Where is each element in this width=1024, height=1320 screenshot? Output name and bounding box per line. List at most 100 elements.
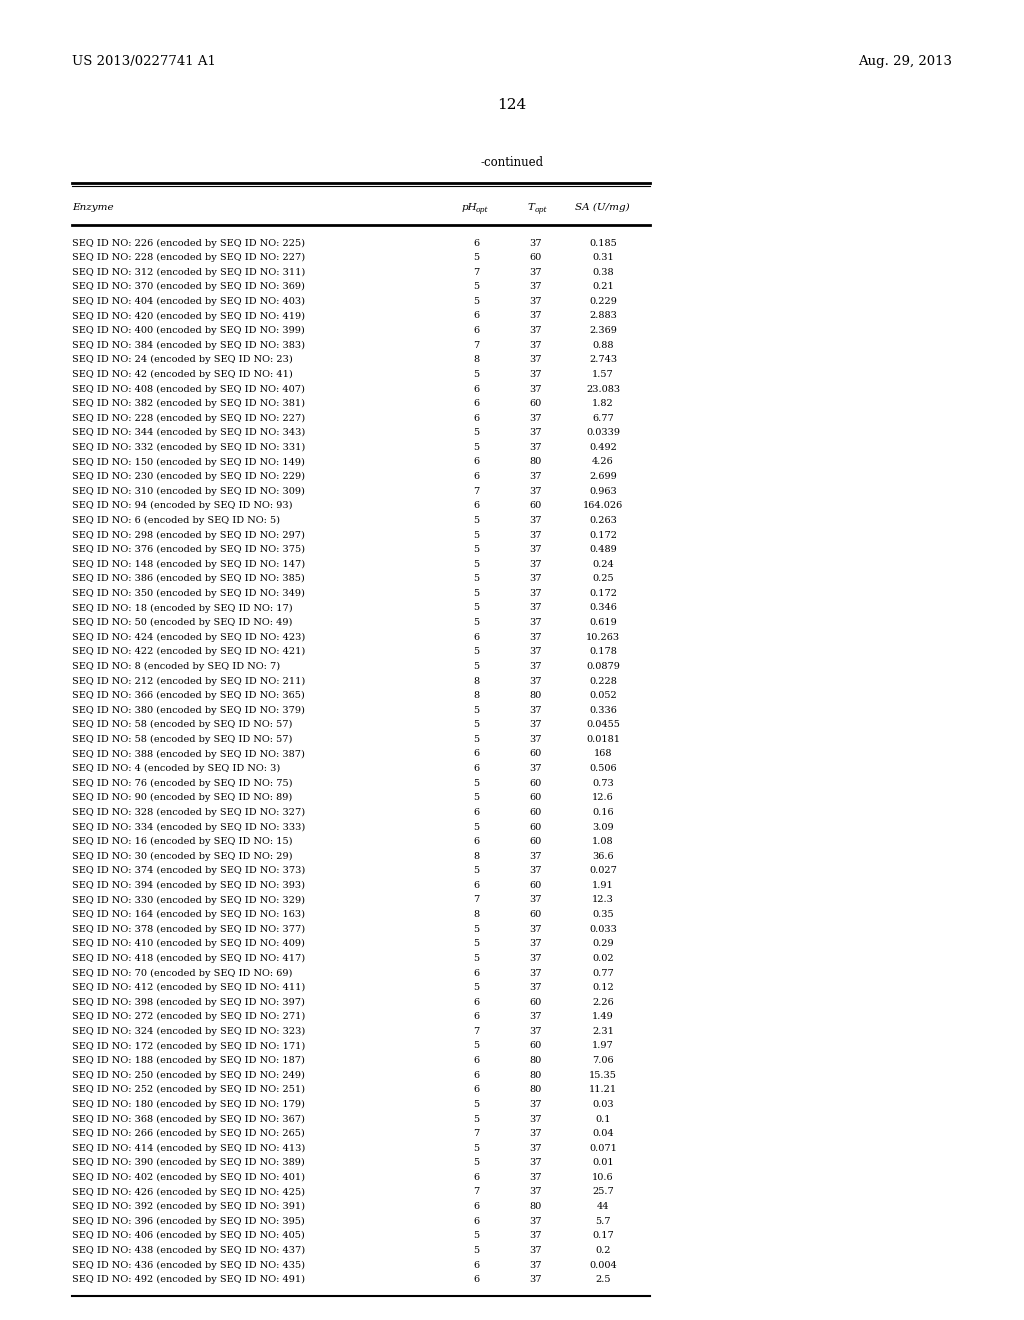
Text: 60: 60	[529, 1041, 542, 1051]
Text: 0.346: 0.346	[589, 603, 616, 612]
Text: 37: 37	[529, 560, 543, 569]
Text: 0.263: 0.263	[589, 516, 616, 525]
Text: 0.1: 0.1	[595, 1114, 610, 1123]
Text: SEQ ID NO: 272 (encoded by SEQ ID NO: 271): SEQ ID NO: 272 (encoded by SEQ ID NO: 27…	[72, 1012, 305, 1022]
Text: 0.185: 0.185	[589, 239, 616, 248]
Text: 0.01: 0.01	[592, 1159, 613, 1167]
Text: 0.88: 0.88	[592, 341, 613, 350]
Text: 5: 5	[473, 954, 479, 962]
Text: 7: 7	[473, 487, 479, 496]
Text: SEQ ID NO: 4 (encoded by SEQ ID NO: 3): SEQ ID NO: 4 (encoded by SEQ ID NO: 3)	[72, 764, 281, 774]
Text: SEQ ID NO: 418 (encoded by SEQ ID NO: 417): SEQ ID NO: 418 (encoded by SEQ ID NO: 41…	[72, 954, 305, 964]
Text: SEQ ID NO: 30 (encoded by SEQ ID NO: 29): SEQ ID NO: 30 (encoded by SEQ ID NO: 29)	[72, 851, 293, 861]
Text: 5.7: 5.7	[595, 1217, 610, 1226]
Text: SEQ ID NO: 374 (encoded by SEQ ID NO: 373): SEQ ID NO: 374 (encoded by SEQ ID NO: 37…	[72, 866, 305, 875]
Text: 6: 6	[473, 239, 479, 248]
Text: 0.963: 0.963	[589, 487, 616, 496]
Text: SEQ ID NO: 388 (encoded by SEQ ID NO: 387): SEQ ID NO: 388 (encoded by SEQ ID NO: 38…	[72, 750, 305, 759]
Text: 8: 8	[473, 851, 479, 861]
Text: 60: 60	[529, 998, 542, 1007]
Text: SEQ ID NO: 412 (encoded by SEQ ID NO: 411): SEQ ID NO: 412 (encoded by SEQ ID NO: 41…	[72, 983, 305, 993]
Text: 5: 5	[473, 1100, 479, 1109]
Text: 0.04: 0.04	[592, 1129, 613, 1138]
Text: 2.5: 2.5	[595, 1275, 610, 1284]
Text: 15.35: 15.35	[589, 1071, 616, 1080]
Text: opt: opt	[476, 206, 488, 214]
Text: 5: 5	[473, 822, 479, 832]
Text: 60: 60	[529, 793, 542, 803]
Text: 12.6: 12.6	[592, 793, 613, 803]
Text: 37: 37	[529, 268, 543, 277]
Text: 6: 6	[473, 326, 479, 335]
Text: 2.31: 2.31	[592, 1027, 614, 1036]
Text: 0.02: 0.02	[592, 954, 613, 962]
Text: 37: 37	[529, 384, 543, 393]
Text: 23.083: 23.083	[586, 384, 621, 393]
Text: SEQ ID NO: 330 (encoded by SEQ ID NO: 329): SEQ ID NO: 330 (encoded by SEQ ID NO: 32…	[72, 895, 305, 904]
Text: 6.77: 6.77	[592, 413, 613, 422]
Text: SEQ ID NO: 188 (encoded by SEQ ID NO: 187): SEQ ID NO: 188 (encoded by SEQ ID NO: 18…	[72, 1056, 305, 1065]
Text: 6: 6	[473, 458, 479, 466]
Text: 6: 6	[473, 764, 479, 774]
Text: 6: 6	[473, 1071, 479, 1080]
Text: SEQ ID NO: 90 (encoded by SEQ ID NO: 89): SEQ ID NO: 90 (encoded by SEQ ID NO: 89)	[72, 793, 292, 803]
Text: 2.883: 2.883	[589, 312, 616, 321]
Text: 6: 6	[473, 1056, 479, 1065]
Text: SEQ ID NO: 16 (encoded by SEQ ID NO: 15): SEQ ID NO: 16 (encoded by SEQ ID NO: 15)	[72, 837, 293, 846]
Text: 5: 5	[473, 706, 479, 714]
Text: 0.489: 0.489	[589, 545, 616, 554]
Text: 0.0879: 0.0879	[586, 661, 620, 671]
Text: 6: 6	[473, 1203, 479, 1212]
Text: SEQ ID NO: 252 (encoded by SEQ ID NO: 251): SEQ ID NO: 252 (encoded by SEQ ID NO: 25…	[72, 1085, 305, 1094]
Text: 37: 37	[529, 940, 543, 948]
Text: 37: 37	[529, 545, 543, 554]
Text: SEQ ID NO: 402 (encoded by SEQ ID NO: 401): SEQ ID NO: 402 (encoded by SEQ ID NO: 40…	[72, 1173, 305, 1181]
Text: 6: 6	[473, 808, 479, 817]
Text: 0.21: 0.21	[592, 282, 613, 292]
Text: US 2013/0227741 A1: US 2013/0227741 A1	[72, 55, 216, 69]
Text: 37: 37	[529, 355, 543, 364]
Text: 37: 37	[529, 413, 543, 422]
Text: 2.699: 2.699	[589, 473, 616, 480]
Text: 5: 5	[473, 603, 479, 612]
Text: SEQ ID NO: 70 (encoded by SEQ ID NO: 69): SEQ ID NO: 70 (encoded by SEQ ID NO: 69)	[72, 969, 293, 978]
Text: 6: 6	[473, 312, 479, 321]
Text: 6: 6	[473, 399, 479, 408]
Text: 5: 5	[473, 297, 479, 306]
Text: 0.172: 0.172	[589, 531, 617, 540]
Text: 37: 37	[529, 647, 543, 656]
Text: 37: 37	[529, 531, 543, 540]
Text: SEQ ID NO: 406 (encoded by SEQ ID NO: 405): SEQ ID NO: 406 (encoded by SEQ ID NO: 40…	[72, 1232, 305, 1241]
Text: 0.77: 0.77	[592, 969, 613, 978]
Text: 11.21: 11.21	[589, 1085, 617, 1094]
Text: 37: 37	[529, 954, 543, 962]
Text: 44: 44	[597, 1203, 609, 1212]
Text: SEQ ID NO: 438 (encoded by SEQ ID NO: 437): SEQ ID NO: 438 (encoded by SEQ ID NO: 43…	[72, 1246, 305, 1255]
Text: 80: 80	[529, 692, 542, 700]
Text: SEQ ID NO: 230 (encoded by SEQ ID NO: 229): SEQ ID NO: 230 (encoded by SEQ ID NO: 22…	[72, 473, 305, 482]
Text: 5: 5	[473, 545, 479, 554]
Text: 0.2: 0.2	[595, 1246, 610, 1255]
Text: 1.97: 1.97	[592, 1041, 613, 1051]
Text: 80: 80	[529, 1085, 542, 1094]
Text: 37: 37	[529, 895, 543, 904]
Text: 60: 60	[529, 779, 542, 788]
Text: SEQ ID NO: 310 (encoded by SEQ ID NO: 309): SEQ ID NO: 310 (encoded by SEQ ID NO: 30…	[72, 487, 305, 496]
Text: 6: 6	[473, 998, 479, 1007]
Text: SEQ ID NO: 76 (encoded by SEQ ID NO: 75): SEQ ID NO: 76 (encoded by SEQ ID NO: 75)	[72, 779, 293, 788]
Text: Aug. 29, 2013: Aug. 29, 2013	[858, 55, 952, 69]
Text: 37: 37	[529, 1217, 543, 1226]
Text: 37: 37	[529, 1114, 543, 1123]
Text: opt: opt	[535, 206, 548, 214]
Text: 37: 37	[529, 428, 543, 437]
Text: SEQ ID NO: 50 (encoded by SEQ ID NO: 49): SEQ ID NO: 50 (encoded by SEQ ID NO: 49)	[72, 618, 293, 627]
Text: 37: 37	[529, 589, 543, 598]
Text: SEQ ID NO: 266 (encoded by SEQ ID NO: 265): SEQ ID NO: 266 (encoded by SEQ ID NO: 26…	[72, 1129, 305, 1138]
Text: 37: 37	[529, 1275, 543, 1284]
Text: 37: 37	[529, 312, 543, 321]
Text: 37: 37	[529, 676, 543, 685]
Text: 60: 60	[529, 909, 542, 919]
Text: 5: 5	[473, 253, 479, 263]
Text: 36.6: 36.6	[592, 851, 613, 861]
Text: 8: 8	[473, 355, 479, 364]
